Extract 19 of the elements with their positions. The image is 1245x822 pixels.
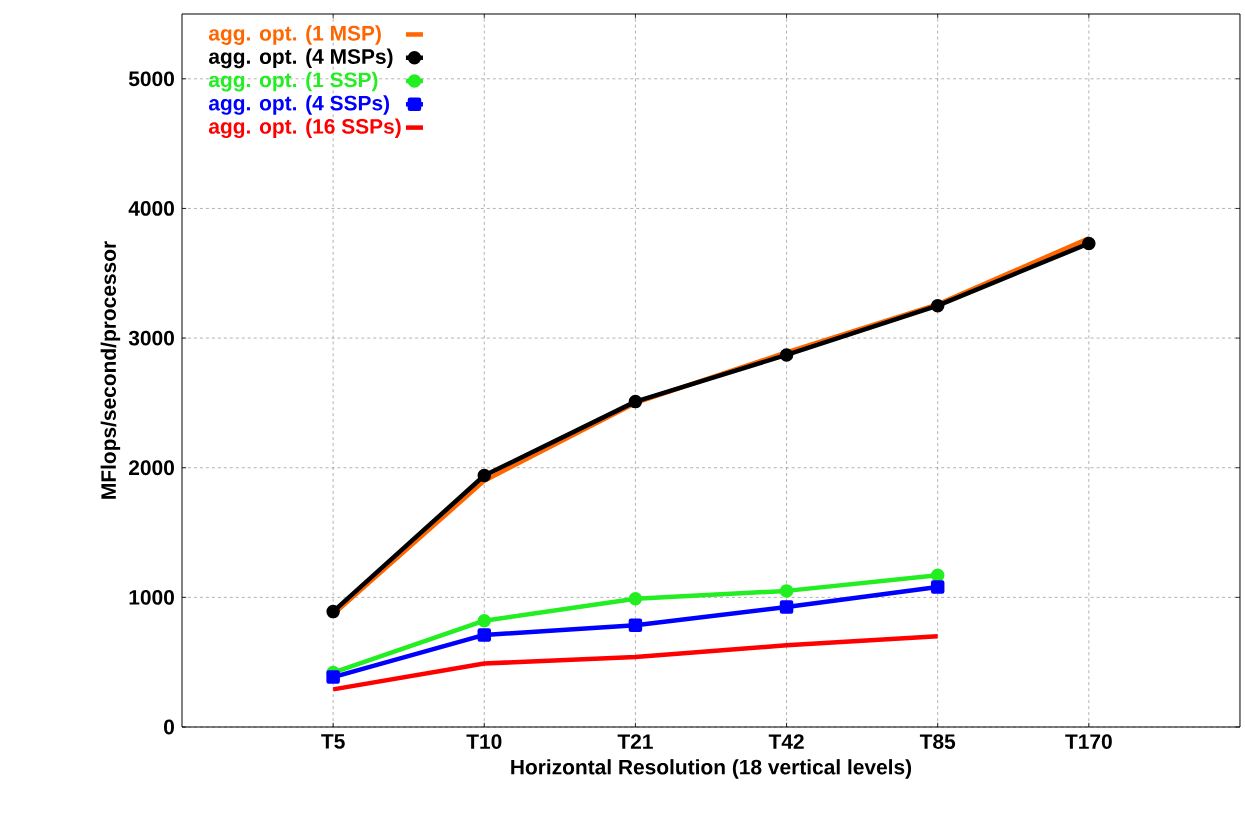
legend-label: agg. opt. (4 SSPs): [208, 95, 390, 115]
y-tick-label: 4000: [128, 201, 174, 216]
y-tick-label: 1000: [129, 589, 174, 605]
legend-label: agg. opt. (1 MSP): [208, 25, 381, 45]
y-axis-title: MFlops/second/processor: [100, 241, 121, 499]
y-tick-label: 2000: [129, 460, 174, 476]
x-tick-label: T10: [466, 734, 502, 749]
x-tick-label: T42: [768, 734, 804, 749]
y-tick-label: 5000: [128, 71, 174, 87]
y-tick-label: 3000: [128, 330, 174, 346]
x-tick-label: T170: [1065, 734, 1112, 749]
legend-label: agg. opt. (16 SSPs): [208, 118, 401, 139]
x-tick-label: T5: [321, 734, 345, 749]
x-tick-label: T21: [617, 734, 653, 749]
x-axis-title: Horizontal Resolution (18 vertical levels): [511, 759, 912, 779]
legend-label: agg. opt. (1 SSP): [208, 71, 378, 92]
y-tick-label: 0: [164, 719, 174, 735]
legend-label: agg. opt. (4 MSPs): [208, 48, 393, 69]
x-tick-label: T85: [919, 734, 956, 749]
